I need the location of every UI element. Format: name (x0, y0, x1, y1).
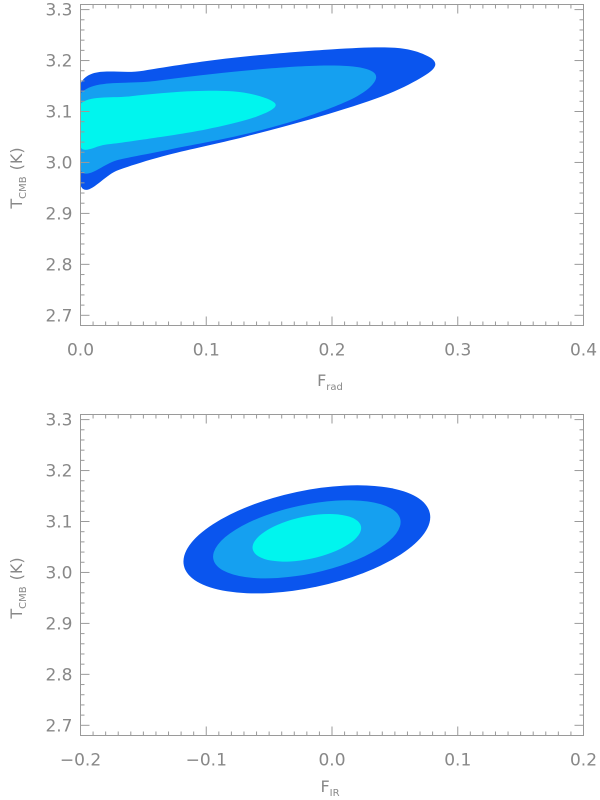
x-tick-label: 0.0 (318, 751, 345, 771)
tick-labels-fir: −0.2 −0.1 0.0 0.1 0.2 2.7 2.8 2.9 3.0 3.1 3.2 3.3 (45, 411, 597, 771)
x-tick-label: 0.1 (193, 341, 220, 361)
tick-labels-frad: 0.0 0.1 0.2 0.3 0.4 2.7 2.8 2.9 3.0 3.1 3.2 3.3 (45, 1, 597, 361)
x-tick-label: −0.1 (186, 751, 227, 771)
x-tick-label: 0.2 (318, 341, 345, 361)
y-axis-label-fir: TCMB(K) (7, 557, 29, 619)
x-tick-label: 0.1 (444, 751, 471, 771)
contour-inner (80, 90, 276, 150)
x-axis-label-frad: Frad (317, 371, 343, 393)
y-axis-label-frad: TCMB(K) (7, 147, 29, 209)
x-tick-label: −0.2 (60, 751, 101, 771)
y-tick-label: 3.2 (45, 462, 72, 482)
panel-fir: −0.2 −0.1 0.0 0.1 0.2 2.7 2.8 2.9 3.0 3.1 3.2 3.3 F… (7, 411, 597, 799)
ticks-fir (80, 414, 584, 736)
x-tick-label: 0.3 (444, 341, 471, 361)
x-axis-label-fir: FIR (320, 777, 339, 799)
y-tick-label: 3.1 (45, 513, 72, 533)
panel-frad: 0.0 0.1 0.2 0.3 0.4 2.7 2.8 2.9 3.0 3.1 3.2 3.3 Fra… (7, 1, 597, 393)
y-tick-label: 2.8 (45, 255, 72, 275)
y-tick-label: 2.9 (45, 204, 72, 224)
y-tick-label: 2.7 (45, 716, 72, 736)
y-tick-label: 3.3 (45, 1, 72, 21)
y-tick-label: 3.3 (45, 411, 72, 431)
x-tick-label: 0.0 (67, 341, 94, 361)
contour-fills-fir (183, 485, 431, 594)
y-tick-label: 3.2 (45, 52, 72, 72)
y-tick-label: 3.0 (45, 563, 72, 583)
contour-inner (252, 514, 362, 562)
y-tick-label: 3.0 (45, 153, 72, 173)
x-tick-label: 0.4 (570, 341, 597, 361)
ticks-frad (80, 4, 584, 326)
y-tick-label: 2.9 (45, 614, 72, 634)
x-tick-label: 0.2 (570, 751, 597, 771)
y-tick-label: 3.1 (45, 103, 72, 123)
y-tick-label: 2.8 (45, 665, 72, 685)
y-tick-label: 2.7 (45, 306, 72, 326)
contour-fills-frad (80, 47, 436, 190)
